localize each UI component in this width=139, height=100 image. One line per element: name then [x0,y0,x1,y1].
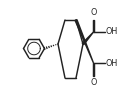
Text: OH: OH [105,58,117,68]
Text: OH: OH [105,28,117,36]
Text: O: O [90,78,97,87]
Polygon shape [82,32,94,45]
Text: O: O [90,8,97,17]
Polygon shape [75,20,94,63]
